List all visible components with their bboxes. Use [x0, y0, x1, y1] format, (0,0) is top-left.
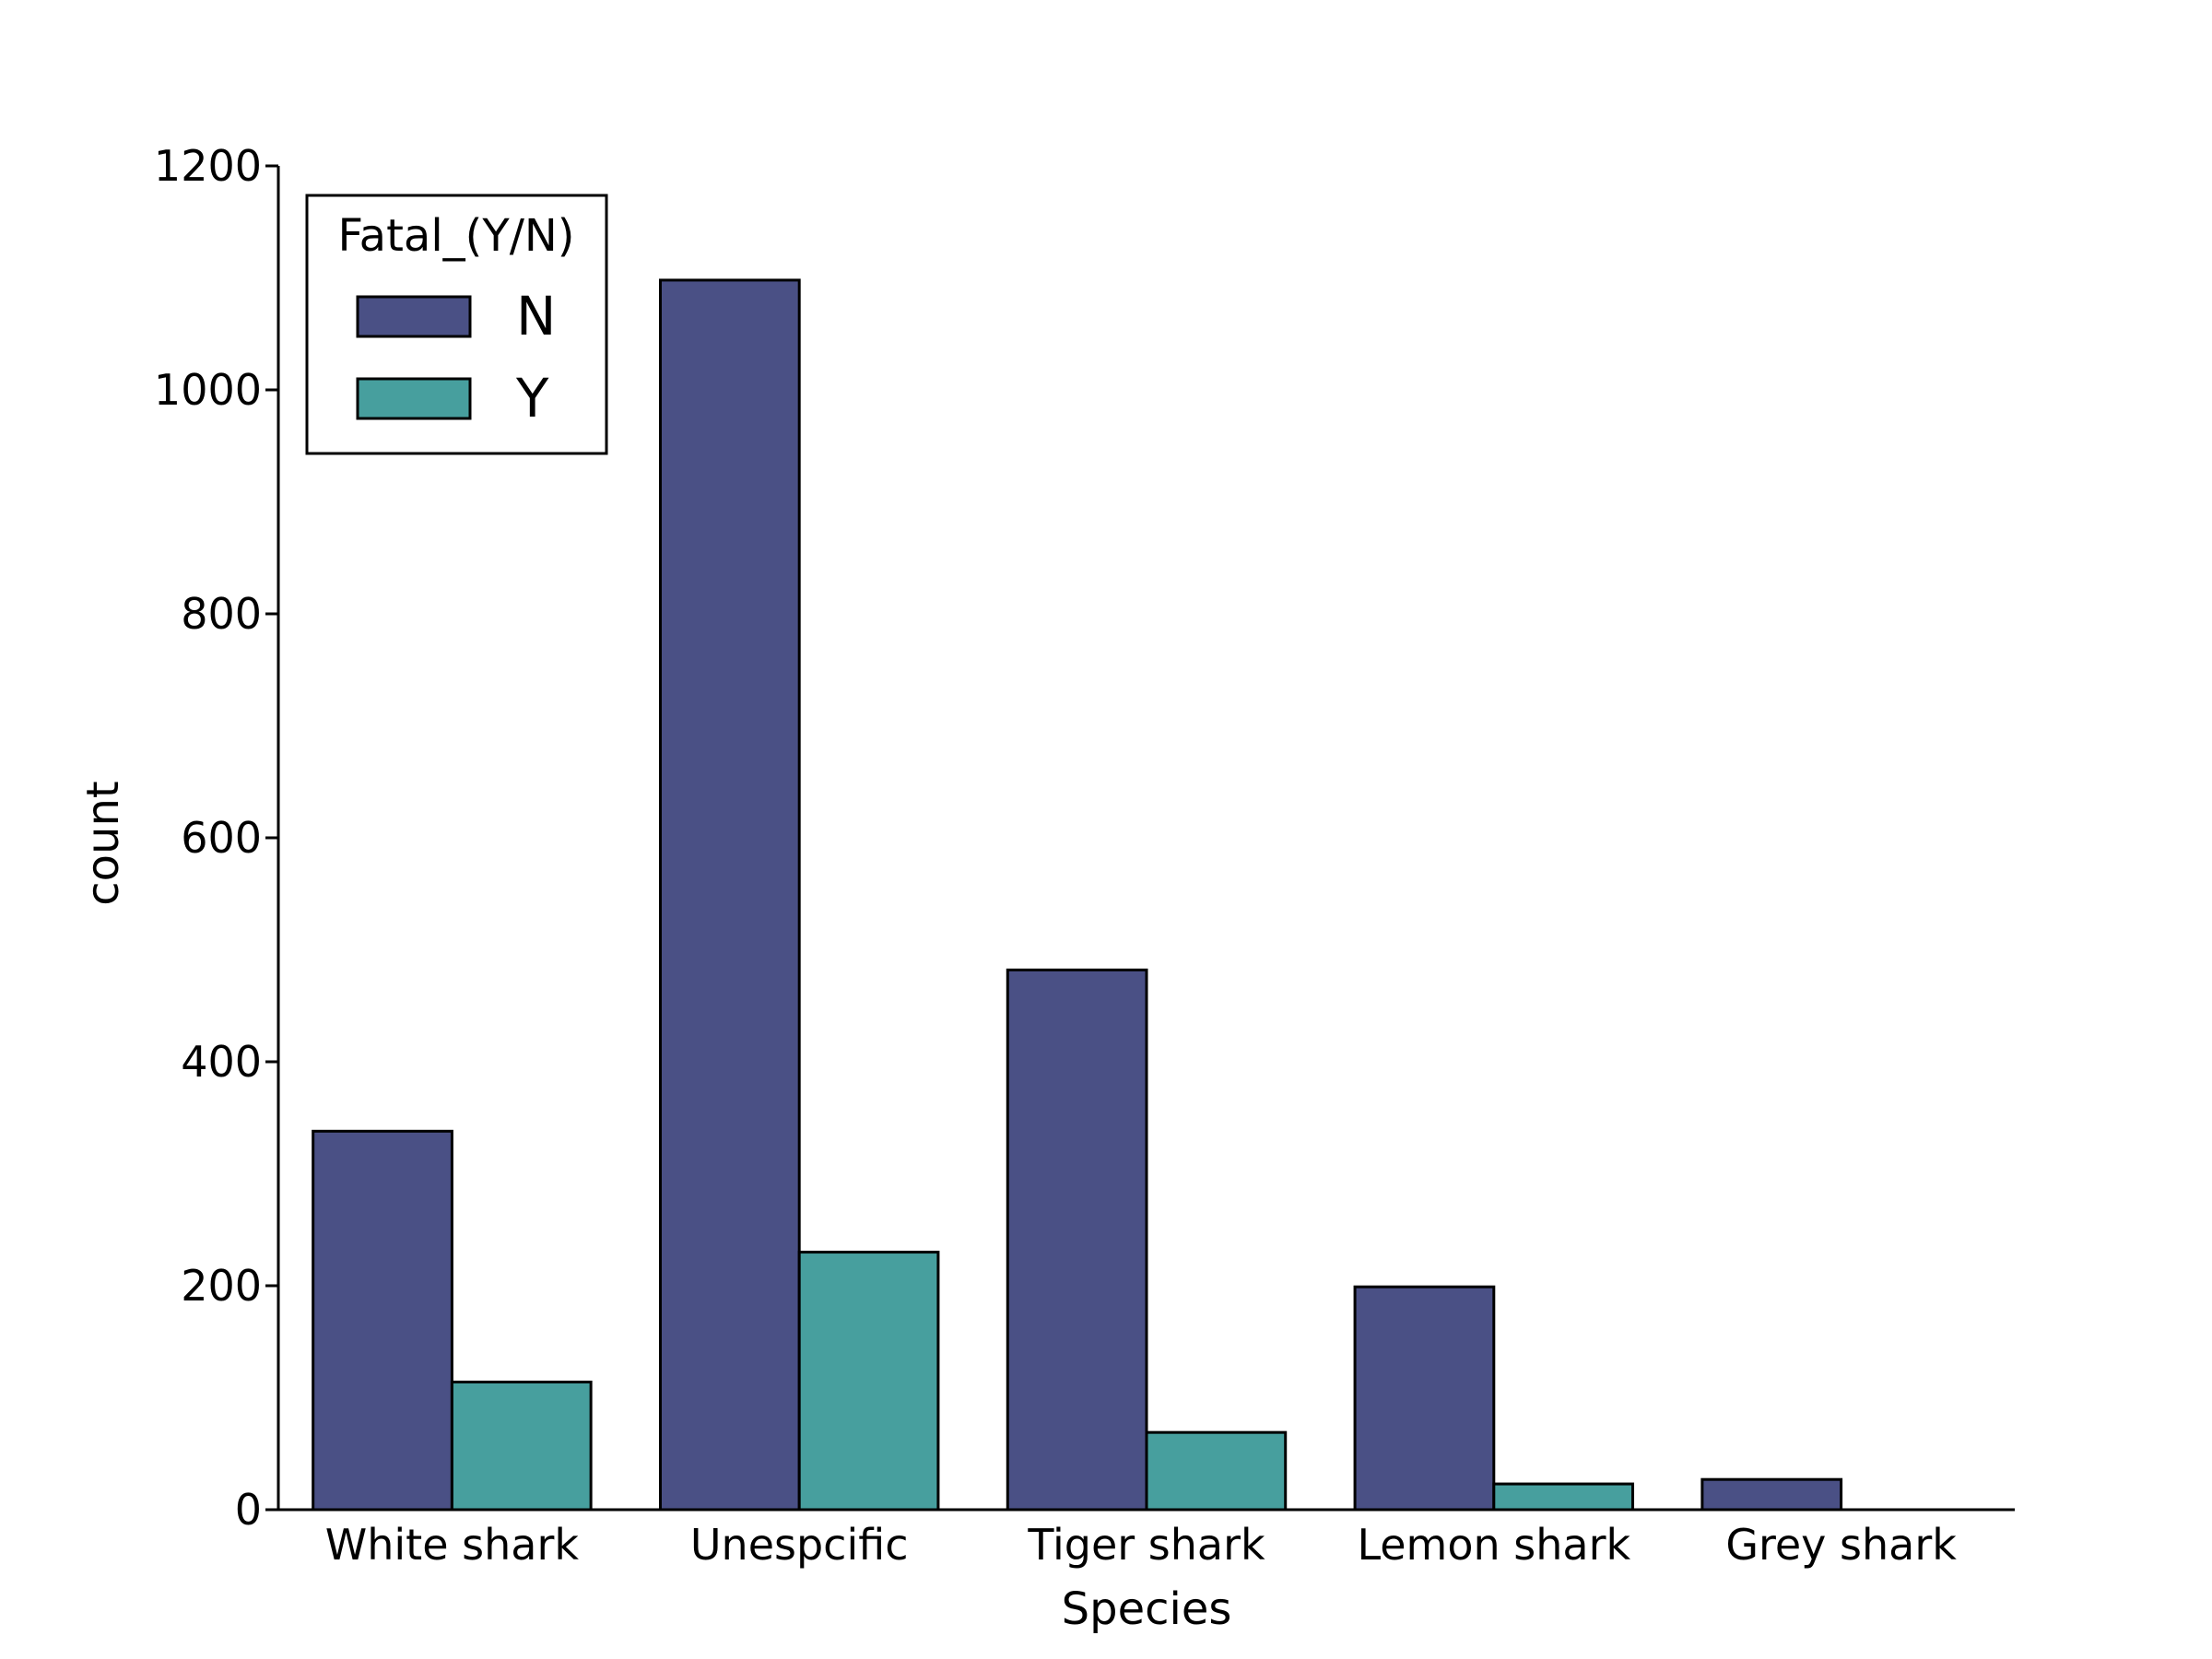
x-tick-label: Tiger shark — [1027, 1520, 1265, 1570]
y-tick-label: 200 — [181, 1261, 262, 1311]
legend-swatch-n — [356, 295, 472, 338]
bar-y-unespcific — [797, 1251, 940, 1512]
bar-y-tiger-shark — [1145, 1430, 1288, 1512]
bar-n-tiger-shark — [1006, 968, 1148, 1512]
x-axis-title: Species — [1062, 1583, 1232, 1635]
bar-y-white-shark — [450, 1380, 593, 1512]
bar-n-grey-shark — [1700, 1477, 1843, 1512]
legend-label-n: N — [516, 285, 556, 347]
legend-title: Fatal_(Y/N) — [337, 210, 574, 262]
legend: Fatal_(Y/N) N Y — [305, 194, 608, 455]
y-ticks-group: 0 200 400 600 800 1000 1200 — [154, 141, 278, 1535]
y-tick-label: 0 — [235, 1485, 262, 1535]
x-ticks-group: White shark Unespcific Tiger shark Lemon sh… — [325, 1520, 1957, 1570]
bar-y-lemon-shark — [1492, 1482, 1635, 1512]
y-axis-title: count — [77, 781, 129, 905]
y-tick-label: 800 — [181, 589, 262, 639]
x-tick-label: White shark — [325, 1520, 580, 1570]
y-tick-label: 1000 — [154, 365, 262, 415]
legend-swatch-y — [356, 377, 472, 420]
y-tick-label: 600 — [181, 813, 262, 863]
y-tick-label: 1200 — [154, 141, 262, 191]
x-tick-label: Lemon shark — [1357, 1520, 1630, 1570]
bar-n-unespcific — [658, 278, 801, 1512]
bar-n-white-shark — [312, 1129, 453, 1512]
bar-n-lemon-shark — [1353, 1285, 1496, 1512]
bars-group — [312, 278, 1843, 1512]
legend-label-y: Y — [515, 367, 549, 429]
x-tick-label: Unespcific — [690, 1520, 909, 1570]
x-tick-label: Grey shark — [1725, 1520, 1957, 1570]
y-tick-label: 400 — [181, 1037, 262, 1087]
